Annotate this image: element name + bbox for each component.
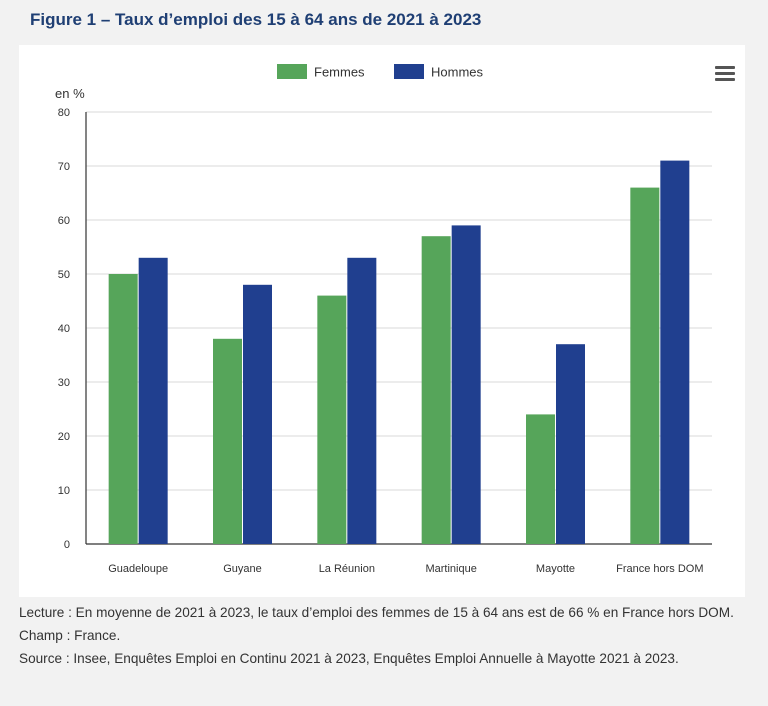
legend-swatch-hommes bbox=[394, 64, 424, 79]
x-category-label: France hors DOM bbox=[616, 563, 703, 575]
bar-femmes bbox=[630, 187, 660, 544]
y-axis-unit-label: en % bbox=[55, 86, 85, 101]
note-champ: Champ : France. bbox=[19, 628, 121, 643]
bar-hommes bbox=[138, 257, 168, 544]
y-tick-label: 40 bbox=[58, 323, 70, 335]
bar-hommes bbox=[451, 225, 481, 544]
y-tick-label: 70 bbox=[58, 161, 70, 173]
y-tick-label: 10 bbox=[58, 485, 70, 497]
note-source: Source : Insee, Enquêtes Emploi en Conti… bbox=[19, 651, 679, 666]
figure-notes: Lecture : En moyenne de 2021 à 2023, le … bbox=[19, 604, 749, 673]
chart-card: 0 10 20 30 40 50 60 70 80 en % Guadeloupe Guyane La … bbox=[19, 45, 745, 597]
bar-hommes bbox=[347, 257, 377, 544]
x-category-label: La Réunion bbox=[319, 563, 375, 575]
legend-swatch-femmes bbox=[277, 64, 307, 79]
legend-label-hommes: Hommes bbox=[431, 65, 484, 80]
legend-label-femmes: Femmes bbox=[314, 65, 365, 80]
note-lecture: Lecture : En moyenne de 2021 à 2023, le … bbox=[19, 605, 734, 620]
y-tick-label: 60 bbox=[58, 215, 70, 227]
bar-hommes bbox=[660, 160, 690, 544]
x-category-label: Guadeloupe bbox=[108, 563, 168, 575]
bar-femmes bbox=[213, 338, 242, 544]
y-tick-label: 20 bbox=[58, 431, 70, 443]
bar-femmes bbox=[317, 295, 347, 544]
y-tick-label: 0 bbox=[64, 539, 70, 551]
y-tick-label: 50 bbox=[58, 269, 70, 281]
bar-femmes bbox=[526, 414, 555, 544]
y-tick-label: 30 bbox=[58, 377, 70, 389]
bar-hommes bbox=[556, 344, 585, 544]
x-category-label: Mayotte bbox=[536, 563, 575, 575]
bar-femmes bbox=[108, 274, 138, 544]
bar-chart: 0 10 20 30 40 50 60 70 80 en % Guadeloupe Guyane La … bbox=[55, 64, 712, 575]
bar-hommes bbox=[243, 284, 272, 544]
bar-femmes bbox=[421, 236, 451, 544]
y-tick-label: 80 bbox=[58, 107, 70, 119]
hamburger-menu-icon[interactable] bbox=[715, 66, 735, 82]
figure-title: Figure 1 – Taux d’emploi des 15 à 64 ans… bbox=[30, 10, 482, 29]
x-category-label: Guyane bbox=[223, 563, 262, 575]
x-category-label: Martinique bbox=[425, 563, 476, 575]
